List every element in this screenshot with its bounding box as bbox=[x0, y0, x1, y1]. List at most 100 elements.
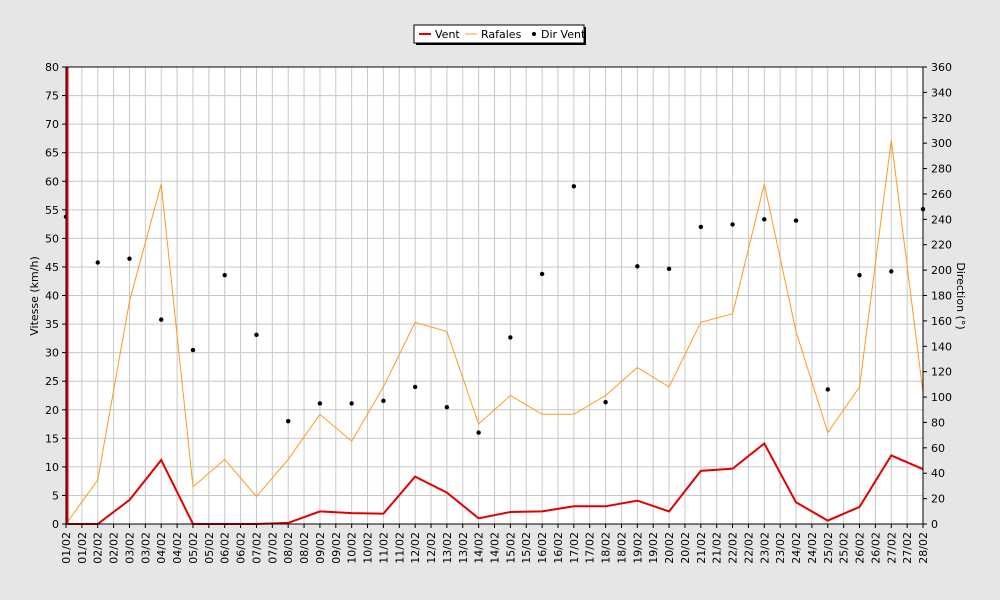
dir-vent-point bbox=[349, 401, 354, 406]
x-tick-label: 23/02 bbox=[774, 532, 787, 564]
left-tick-label: 20 bbox=[45, 404, 59, 417]
right-tick-label: 320 bbox=[931, 112, 952, 125]
left-tick-label: 25 bbox=[45, 375, 59, 388]
series-line-rafales bbox=[65, 140, 924, 525]
x-tick-label: 12/02 bbox=[425, 532, 438, 564]
left-tick-label: 5 bbox=[52, 489, 59, 502]
dir-vent-point bbox=[698, 224, 704, 230]
x-tick-label: 02/02 bbox=[92, 532, 105, 564]
dir-vent-point bbox=[857, 272, 862, 278]
dir-vent-point bbox=[539, 271, 545, 277]
x-tick-label: 18/02 bbox=[600, 532, 613, 564]
right-tick-label: 180 bbox=[931, 290, 952, 303]
legend-label-vent: Vent bbox=[435, 28, 460, 41]
legend-label-rafales: Rafales bbox=[481, 28, 522, 41]
x-tick-label: 11/02 bbox=[393, 532, 406, 564]
dir-vent-point bbox=[476, 430, 481, 435]
left-tick-label: 50 bbox=[45, 232, 59, 245]
left-tick-label: 0 bbox=[52, 518, 59, 531]
x-tick-label: 16/02 bbox=[536, 532, 549, 564]
dir-vent-point bbox=[95, 260, 100, 265]
left-tick-label: 65 bbox=[45, 147, 59, 160]
dir-vent-point bbox=[159, 317, 164, 322]
x-tick-label: 20/02 bbox=[663, 532, 676, 564]
right-tick-label: 140 bbox=[931, 340, 952, 353]
x-tick-label: 06/02 bbox=[219, 532, 232, 564]
dir-vent-point bbox=[190, 347, 196, 353]
dir-vent-point bbox=[127, 256, 132, 261]
dir-vent-point bbox=[762, 217, 767, 222]
x-tick-label: 27/02 bbox=[901, 532, 914, 564]
left-tick-label: 10 bbox=[45, 461, 59, 474]
x-tick-label: 22/02 bbox=[742, 532, 755, 564]
x-tick-label: 26/02 bbox=[854, 532, 867, 564]
x-tick-label: 08/02 bbox=[298, 532, 311, 564]
right-axis: 0 20 40 60 80 100 120 140 160 180 200 220 240 260 280 3… bbox=[923, 61, 952, 531]
legend-label-dir-vent: Dir Vent bbox=[541, 28, 586, 41]
x-tick-label: 17/02 bbox=[584, 532, 597, 564]
right-tick-label: 200 bbox=[931, 264, 952, 277]
x-tick-label: 25/02 bbox=[838, 532, 851, 564]
x-tick-label: 17/02 bbox=[568, 532, 581, 564]
x-tick-label: 24/02 bbox=[790, 532, 803, 564]
x-tick-label: 13/02 bbox=[441, 532, 454, 564]
dir-vent-point bbox=[793, 218, 799, 223]
dir-vent-point bbox=[730, 222, 735, 227]
x-tick-label: 09/02 bbox=[314, 532, 327, 564]
x-tick-label: 26/02 bbox=[869, 532, 882, 564]
x-tick-label: 23/02 bbox=[758, 532, 771, 564]
dir-vent-point bbox=[317, 401, 323, 406]
x-tick-label: 15/02 bbox=[520, 532, 533, 564]
dir-vent-point bbox=[825, 387, 830, 392]
x-tick-label: 11/02 bbox=[377, 532, 390, 564]
x-tick-label: 06/02 bbox=[235, 532, 248, 564]
right-tick-label: 100 bbox=[931, 391, 952, 404]
legend: Vent Rafales Dir Vent bbox=[413, 24, 586, 45]
x-tick-label: 02/02 bbox=[108, 532, 121, 564]
dir-vent-point bbox=[508, 335, 513, 340]
dir-vent-point bbox=[603, 399, 608, 405]
right-axis-title: Direction (°) bbox=[954, 262, 967, 329]
left-tick-label: 70 bbox=[45, 118, 59, 131]
x-tick-label: 05/02 bbox=[187, 532, 200, 564]
x-tick-label: 07/02 bbox=[266, 532, 279, 564]
x-tick-label: 09/02 bbox=[330, 532, 343, 564]
x-tick-label: 12/02 bbox=[409, 532, 422, 564]
x-tick-label: 21/02 bbox=[711, 532, 724, 564]
x-tick-label: 10/02 bbox=[362, 532, 375, 564]
left-axis-title: Vitesse (km/h) bbox=[28, 256, 41, 336]
x-tick-label: 10/02 bbox=[346, 532, 359, 564]
left-tick-label: 60 bbox=[45, 175, 59, 188]
left-axis: 0 5 10 15 20 25 30 35 40 45 50 55 60 65 70 75 80 bbox=[45, 61, 66, 531]
right-tick-label: 0 bbox=[931, 518, 938, 531]
right-tick-label: 20 bbox=[931, 493, 945, 506]
x-tick-label: 14/02 bbox=[473, 532, 486, 564]
x-tick-label: 05/02 bbox=[203, 532, 216, 564]
x-tick-label: 20/02 bbox=[679, 532, 692, 564]
x-tick-label: 22/02 bbox=[727, 532, 740, 564]
x-tick-label: 01/02 bbox=[60, 532, 73, 564]
dir-vent-point bbox=[285, 418, 291, 424]
left-tick-label: 35 bbox=[45, 318, 59, 331]
left-tick-label: 75 bbox=[45, 90, 59, 103]
left-tick-label: 45 bbox=[45, 261, 59, 274]
x-tick-label: 14/02 bbox=[489, 532, 502, 564]
x-tick-label: 18/02 bbox=[615, 532, 628, 564]
right-tick-label: 280 bbox=[931, 163, 952, 176]
x-tick-label: 16/02 bbox=[552, 532, 565, 564]
dir-vent-point bbox=[222, 272, 227, 278]
x-tick-label: 25/02 bbox=[822, 532, 835, 564]
x-tick-label: 03/02 bbox=[123, 532, 136, 564]
right-tick-label: 120 bbox=[931, 366, 952, 379]
x-tick-label: 19/02 bbox=[631, 532, 644, 564]
legend-swatch-dir-vent bbox=[532, 32, 536, 36]
dir-vent-point bbox=[412, 384, 418, 390]
right-tick-label: 240 bbox=[931, 213, 952, 226]
left-tick-label: 15 bbox=[45, 432, 59, 445]
right-tick-label: 40 bbox=[931, 467, 945, 480]
left-tick-label: 40 bbox=[45, 290, 59, 303]
dir-vent-point bbox=[444, 405, 450, 410]
x-tick-label: 28/02 bbox=[917, 532, 930, 564]
left-tick-label: 55 bbox=[45, 204, 59, 217]
